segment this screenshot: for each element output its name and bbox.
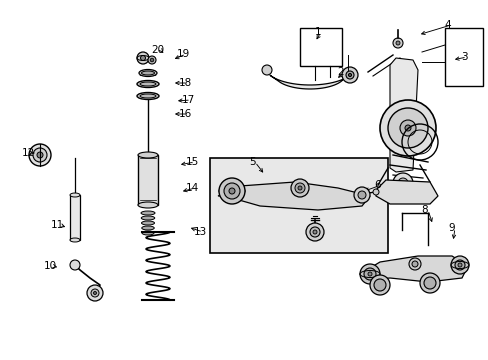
Circle shape bbox=[341, 67, 357, 83]
Circle shape bbox=[357, 191, 365, 199]
Ellipse shape bbox=[139, 69, 157, 77]
Text: 1: 1 bbox=[314, 27, 321, 37]
Text: 19: 19 bbox=[176, 49, 189, 59]
Ellipse shape bbox=[138, 152, 158, 158]
Ellipse shape bbox=[140, 94, 156, 98]
Ellipse shape bbox=[142, 231, 154, 235]
Circle shape bbox=[450, 256, 468, 274]
Bar bbox=[70, 195, 80, 240]
Ellipse shape bbox=[70, 193, 80, 197]
Polygon shape bbox=[375, 180, 437, 204]
Circle shape bbox=[359, 264, 379, 284]
Ellipse shape bbox=[138, 202, 158, 208]
Circle shape bbox=[372, 189, 378, 195]
Ellipse shape bbox=[219, 186, 244, 195]
Circle shape bbox=[29, 144, 51, 166]
Circle shape bbox=[219, 178, 244, 204]
Text: 16: 16 bbox=[178, 109, 191, 119]
Polygon shape bbox=[389, 58, 417, 172]
Circle shape bbox=[290, 179, 308, 197]
Polygon shape bbox=[269, 73, 352, 89]
Circle shape bbox=[397, 178, 407, 188]
Text: 14: 14 bbox=[185, 183, 198, 193]
Text: 13: 13 bbox=[193, 227, 206, 237]
Text: 8: 8 bbox=[421, 205, 427, 215]
Text: 4: 4 bbox=[444, 20, 450, 30]
Circle shape bbox=[404, 125, 410, 131]
Circle shape bbox=[395, 41, 399, 45]
Ellipse shape bbox=[141, 216, 154, 220]
Circle shape bbox=[137, 52, 149, 64]
Circle shape bbox=[37, 152, 43, 158]
Text: 6: 6 bbox=[374, 180, 381, 190]
Circle shape bbox=[346, 71, 353, 79]
Ellipse shape bbox=[142, 226, 154, 230]
Ellipse shape bbox=[141, 221, 154, 225]
Text: 17: 17 bbox=[181, 95, 194, 105]
Circle shape bbox=[70, 260, 80, 270]
Circle shape bbox=[457, 263, 461, 267]
Polygon shape bbox=[359, 256, 467, 282]
Bar bbox=[444, 28, 482, 86]
Circle shape bbox=[387, 108, 427, 148]
Text: 12: 12 bbox=[21, 148, 35, 158]
Circle shape bbox=[297, 186, 302, 190]
Ellipse shape bbox=[137, 81, 159, 87]
Bar bbox=[138, 155, 158, 205]
Text: 2: 2 bbox=[337, 67, 344, 77]
Circle shape bbox=[91, 289, 99, 297]
Circle shape bbox=[140, 55, 145, 60]
Polygon shape bbox=[218, 182, 369, 210]
Circle shape bbox=[312, 230, 316, 234]
Ellipse shape bbox=[70, 238, 80, 242]
Circle shape bbox=[148, 56, 156, 64]
Circle shape bbox=[262, 65, 271, 75]
Circle shape bbox=[399, 120, 415, 136]
Bar bbox=[299, 28, 341, 66]
Circle shape bbox=[454, 260, 464, 270]
Circle shape bbox=[348, 73, 351, 77]
Circle shape bbox=[33, 148, 47, 162]
Circle shape bbox=[294, 183, 305, 193]
Text: 7: 7 bbox=[314, 227, 321, 237]
Ellipse shape bbox=[141, 71, 154, 75]
Bar bbox=[209, 158, 387, 253]
Circle shape bbox=[379, 100, 435, 156]
Circle shape bbox=[363, 268, 375, 280]
Text: 3: 3 bbox=[460, 52, 467, 62]
Circle shape bbox=[392, 173, 412, 193]
Text: 5: 5 bbox=[248, 157, 255, 167]
Circle shape bbox=[87, 285, 103, 301]
Text: 18: 18 bbox=[178, 78, 191, 88]
Circle shape bbox=[228, 188, 235, 194]
Text: 11: 11 bbox=[50, 220, 63, 230]
Ellipse shape bbox=[141, 211, 155, 215]
Text: 15: 15 bbox=[185, 157, 198, 167]
Text: 20: 20 bbox=[151, 45, 164, 55]
Circle shape bbox=[150, 58, 154, 62]
Circle shape bbox=[411, 261, 417, 267]
Circle shape bbox=[392, 38, 402, 48]
Circle shape bbox=[408, 258, 420, 270]
Circle shape bbox=[419, 273, 439, 293]
Circle shape bbox=[93, 292, 96, 294]
Circle shape bbox=[309, 227, 319, 237]
Circle shape bbox=[373, 279, 385, 291]
Ellipse shape bbox=[137, 93, 159, 99]
Text: 10: 10 bbox=[43, 261, 57, 271]
Circle shape bbox=[353, 187, 369, 203]
Circle shape bbox=[224, 183, 240, 199]
Circle shape bbox=[305, 223, 324, 241]
Circle shape bbox=[369, 275, 389, 295]
Text: 9: 9 bbox=[448, 223, 454, 233]
Circle shape bbox=[423, 277, 435, 289]
Ellipse shape bbox=[140, 82, 156, 86]
Circle shape bbox=[367, 272, 371, 276]
